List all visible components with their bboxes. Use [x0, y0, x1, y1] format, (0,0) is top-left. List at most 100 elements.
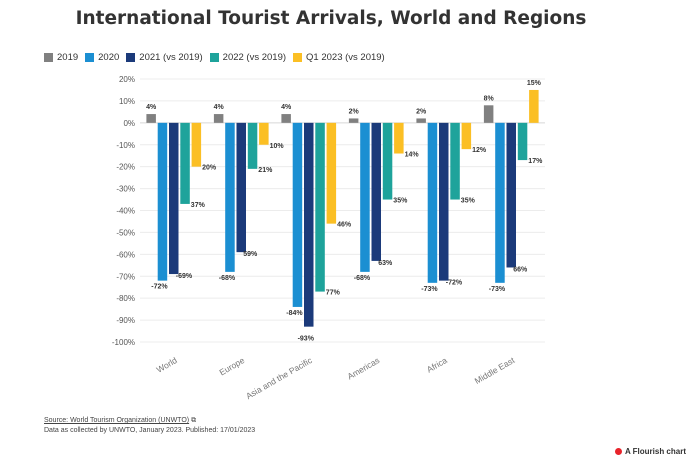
bar[interactable]: [304, 122, 314, 327]
bar[interactable]: [180, 122, 190, 204]
bar[interactable]: [157, 122, 168, 281]
data-label: 12%: [472, 147, 487, 154]
data-label: 14%: [405, 152, 420, 159]
y-tick-label: -40%: [116, 207, 135, 216]
flourish-label: A Flourish chart: [624, 447, 686, 456]
x-tick-label: Asia and the Pacific: [244, 355, 314, 401]
data-label: 4%: [214, 104, 225, 111]
bar[interactable]: [450, 122, 460, 200]
bar[interactable]: [281, 114, 291, 123]
publication-note: Data as collected by UNWTO, January 2023…: [44, 427, 256, 434]
data-label: 63%: [378, 260, 393, 267]
data-label: -72%: [446, 280, 463, 287]
data-label: -73%: [421, 286, 438, 293]
bar[interactable]: [213, 114, 224, 123]
data-label: 4%: [281, 104, 292, 111]
bar[interactable]: [394, 122, 404, 154]
data-label: 21%: [258, 167, 273, 174]
y-tick-label: -70%: [116, 272, 135, 281]
legend-item[interactable]: 2020: [85, 52, 119, 63]
bar[interactable]: [191, 122, 202, 167]
data-label: 10%: [270, 143, 285, 150]
bar[interactable]: [292, 122, 303, 307]
bar[interactable]: [439, 122, 449, 281]
bar[interactable]: [146, 114, 156, 123]
bar[interactable]: [348, 118, 359, 123]
bar[interactable]: [529, 89, 539, 123]
bar[interactable]: [169, 122, 179, 275]
y-tick-label: -30%: [116, 185, 135, 194]
bar[interactable]: [416, 118, 426, 123]
data-label: 37%: [191, 202, 206, 209]
y-tick-label: -60%: [116, 250, 135, 259]
y-tick-label: -80%: [116, 294, 135, 303]
footer: Source: World Tourism Organization (UNWT…: [44, 416, 255, 436]
legend-item[interactable]: 2019: [44, 52, 78, 63]
bar[interactable]: [360, 122, 370, 272]
bar[interactable]: [247, 122, 258, 169]
bar[interactable]: [259, 122, 269, 145]
y-tick-label: -100%: [112, 338, 135, 347]
data-label: -68%: [219, 275, 236, 282]
x-tick-label: Europe: [218, 355, 247, 378]
legend-swatch: [44, 53, 53, 62]
data-label: 2%: [349, 108, 360, 115]
bar[interactable]: [326, 122, 337, 224]
x-tick-label: World: [155, 355, 179, 375]
legend: 2019 2020 2021 (vs 2019) 2022 (vs 2019) Q1 2…: [44, 52, 392, 63]
data-label: 35%: [393, 198, 408, 205]
y-tick-label: -20%: [116, 163, 135, 172]
chart-title: International Tourist Arrivals, World an…: [75, 8, 587, 29]
legend-label: 2022 (vs 2019): [222, 52, 287, 63]
legend-label: 2020: [98, 52, 120, 63]
data-label: -72%: [151, 284, 168, 291]
legend-item[interactable]: Q1 2023 (vs 2019): [293, 52, 385, 63]
legend-swatch: [126, 53, 136, 62]
x-tick-label: Americas: [346, 355, 382, 381]
legend-item[interactable]: 2021 (vs 2019): [126, 52, 203, 63]
bar[interactable]: [506, 122, 517, 268]
data-label: -68%: [354, 275, 371, 282]
legend-label: Q1 2023 (vs 2019): [306, 52, 385, 63]
legend-swatch: [209, 53, 219, 62]
bar[interactable]: [236, 122, 247, 253]
data-label: 77%: [326, 290, 341, 297]
data-label: 15%: [527, 80, 542, 87]
legend-swatch: [85, 53, 95, 62]
data-label: 8%: [484, 95, 495, 102]
bar[interactable]: [483, 105, 494, 123]
x-tick-label: Middle East: [473, 355, 517, 386]
y-tick-label: 20%: [119, 75, 135, 84]
data-label: 17%: [528, 158, 543, 165]
source-link[interactable]: Source: World Tourism Organization (UNWT…: [44, 417, 190, 424]
flourish-badge[interactable]: A Flourish chart: [614, 447, 686, 456]
data-label: 20%: [202, 165, 217, 172]
y-tick-label: -50%: [116, 228, 135, 237]
bar[interactable]: [495, 122, 505, 283]
data-label: 59%: [243, 251, 258, 258]
legend-item[interactable]: 2022 (vs 2019): [209, 52, 287, 63]
bar[interactable]: [225, 122, 235, 272]
data-label: -69%: [176, 273, 193, 280]
flourish-logo-icon: [614, 448, 622, 455]
y-tick-label: -90%: [116, 316, 135, 325]
data-label: -93%: [298, 336, 315, 343]
data-label: 35%: [461, 198, 476, 205]
data-label: -84%: [286, 310, 303, 317]
data-label: 66%: [513, 266, 528, 273]
bar[interactable]: [517, 122, 528, 161]
y-tick-label: 10%: [119, 97, 135, 106]
data-label: 2%: [416, 108, 427, 115]
bar[interactable]: [371, 122, 382, 261]
y-tick-label: -10%: [116, 141, 135, 150]
bar[interactable]: [315, 122, 325, 292]
bar[interactable]: [427, 122, 438, 283]
y-tick-label: 0%: [123, 119, 135, 128]
legend-label: 2021 (vs 2019): [139, 52, 203, 63]
external-link-icon[interactable]: ⧉: [191, 417, 197, 424]
data-label: 4%: [146, 104, 157, 111]
data-label: -73%: [489, 286, 506, 293]
bar[interactable]: [461, 122, 472, 150]
bar[interactable]: [382, 122, 393, 200]
